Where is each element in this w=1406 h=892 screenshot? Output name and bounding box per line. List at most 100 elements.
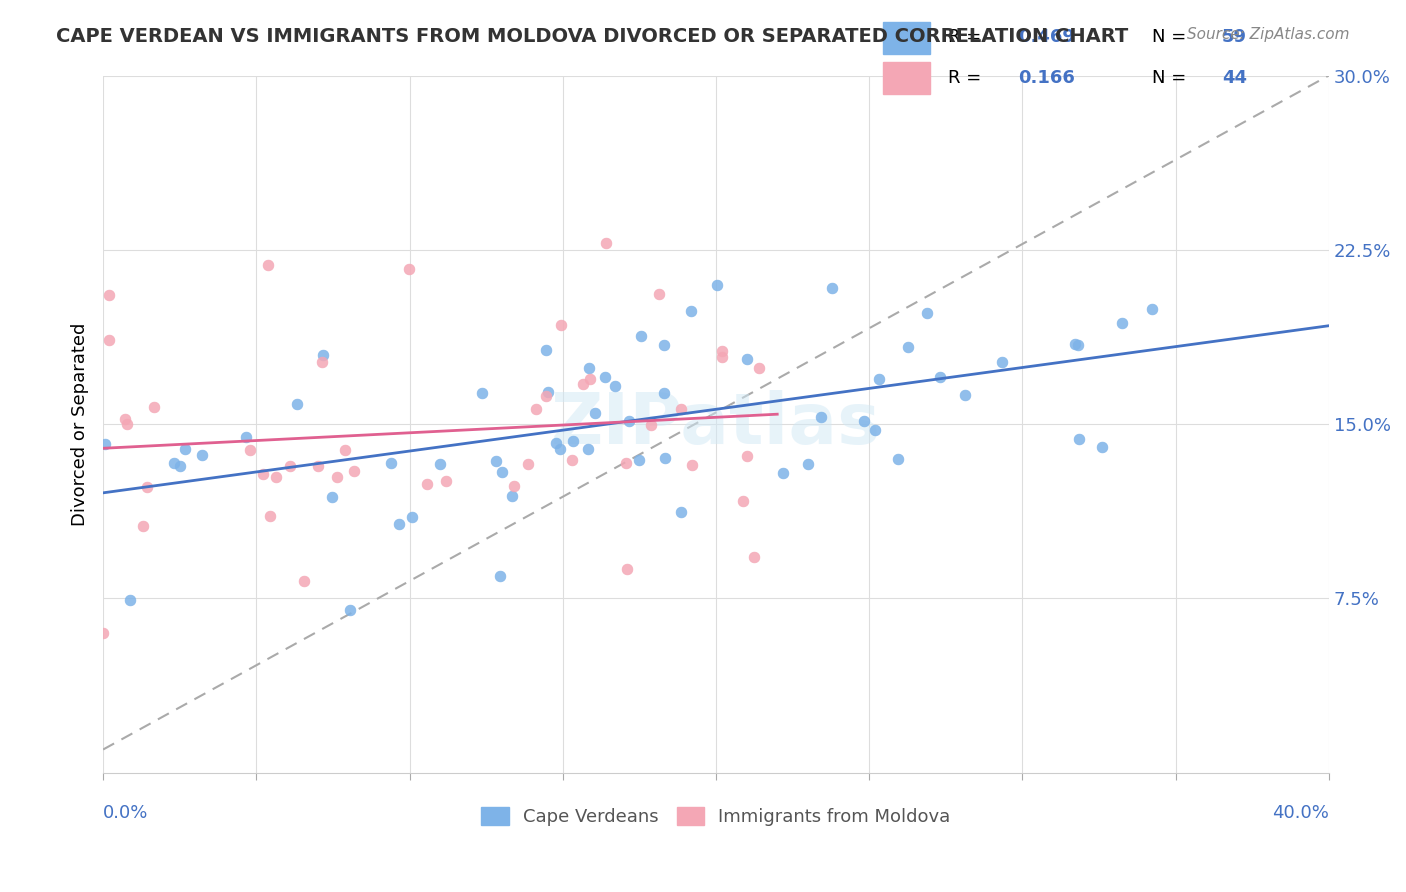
Point xyxy=(259,509,281,524)
Text: R =: R = xyxy=(948,29,987,46)
Point xyxy=(501,489,523,503)
Point xyxy=(93,436,115,450)
Point xyxy=(593,369,616,384)
Point xyxy=(516,457,538,471)
Point xyxy=(98,333,121,347)
Point xyxy=(748,361,770,376)
Point xyxy=(191,448,214,462)
Point xyxy=(669,505,692,519)
Point xyxy=(546,435,568,450)
FancyBboxPatch shape xyxy=(883,22,929,54)
Point xyxy=(1091,440,1114,454)
Point xyxy=(136,480,159,494)
Text: Source: ZipAtlas.com: Source: ZipAtlas.com xyxy=(1187,27,1350,42)
Point xyxy=(603,379,626,393)
Point xyxy=(264,470,287,484)
Point xyxy=(628,453,651,467)
Point xyxy=(524,402,547,417)
Point xyxy=(285,397,308,411)
Point xyxy=(706,277,728,292)
Point xyxy=(710,344,733,359)
Point xyxy=(928,370,950,384)
Point xyxy=(681,458,703,472)
Point xyxy=(484,454,506,468)
Point xyxy=(576,442,599,457)
Point xyxy=(321,491,343,505)
Point xyxy=(654,451,676,466)
Text: ZIPatlas: ZIPatlas xyxy=(551,390,882,458)
Text: 0.0%: 0.0% xyxy=(103,804,149,822)
Point xyxy=(415,476,437,491)
Point xyxy=(731,494,754,508)
Point xyxy=(174,442,197,456)
Point xyxy=(579,371,602,385)
Point xyxy=(169,458,191,473)
Text: N =: N = xyxy=(1153,69,1192,87)
Point xyxy=(534,343,557,357)
Point xyxy=(311,355,333,369)
Point xyxy=(711,351,734,365)
Point xyxy=(735,449,758,463)
Point xyxy=(502,479,524,493)
Point xyxy=(619,414,641,428)
Text: N =: N = xyxy=(1153,29,1192,46)
Point xyxy=(491,466,513,480)
Point xyxy=(887,452,910,467)
Point xyxy=(917,306,939,320)
Point xyxy=(114,411,136,425)
Text: 0.469: 0.469 xyxy=(1018,29,1074,46)
Point xyxy=(652,385,675,400)
Point xyxy=(131,519,153,533)
Point xyxy=(863,423,886,437)
Point xyxy=(307,458,329,473)
Point xyxy=(616,562,638,576)
Point xyxy=(98,287,121,301)
Point xyxy=(398,261,420,276)
Point xyxy=(1067,338,1090,352)
Point xyxy=(343,464,366,478)
Point xyxy=(278,458,301,473)
Text: CAPE VERDEAN VS IMMIGRANTS FROM MOLDOVA DIVORCED OR SEPARATED CORRELATION CHART: CAPE VERDEAN VS IMMIGRANTS FROM MOLDOVA … xyxy=(56,27,1129,45)
Point xyxy=(380,456,402,470)
Point xyxy=(252,467,274,481)
Point xyxy=(797,457,820,471)
Point xyxy=(640,418,662,433)
Point xyxy=(1067,432,1090,446)
Point xyxy=(1064,336,1087,351)
Point xyxy=(852,414,875,428)
Point xyxy=(312,348,335,362)
Text: 40.0%: 40.0% xyxy=(1272,804,1329,822)
Point xyxy=(648,287,671,301)
Point xyxy=(561,452,583,467)
Point xyxy=(429,458,451,472)
Point xyxy=(868,372,890,386)
Point xyxy=(326,469,349,483)
Point xyxy=(333,443,356,458)
Point xyxy=(742,550,765,565)
Text: 59: 59 xyxy=(1222,29,1247,46)
Point xyxy=(489,569,512,583)
Point xyxy=(339,603,361,617)
Point xyxy=(91,626,114,640)
Point xyxy=(614,456,637,470)
Point xyxy=(654,337,676,351)
Point xyxy=(1140,302,1163,317)
Point xyxy=(292,574,315,589)
Point xyxy=(235,430,257,444)
Point xyxy=(897,340,920,354)
Text: 44: 44 xyxy=(1222,69,1247,87)
Point xyxy=(595,235,617,250)
Point xyxy=(735,351,758,366)
Point xyxy=(550,442,572,457)
Point xyxy=(388,516,411,531)
Point xyxy=(681,304,703,318)
Point xyxy=(436,474,458,488)
Point xyxy=(772,467,794,481)
FancyBboxPatch shape xyxy=(883,62,929,94)
Point xyxy=(118,593,141,607)
Point xyxy=(534,389,557,403)
Point xyxy=(163,456,186,470)
Point xyxy=(585,406,607,420)
Point xyxy=(239,443,262,458)
Point xyxy=(820,281,842,295)
